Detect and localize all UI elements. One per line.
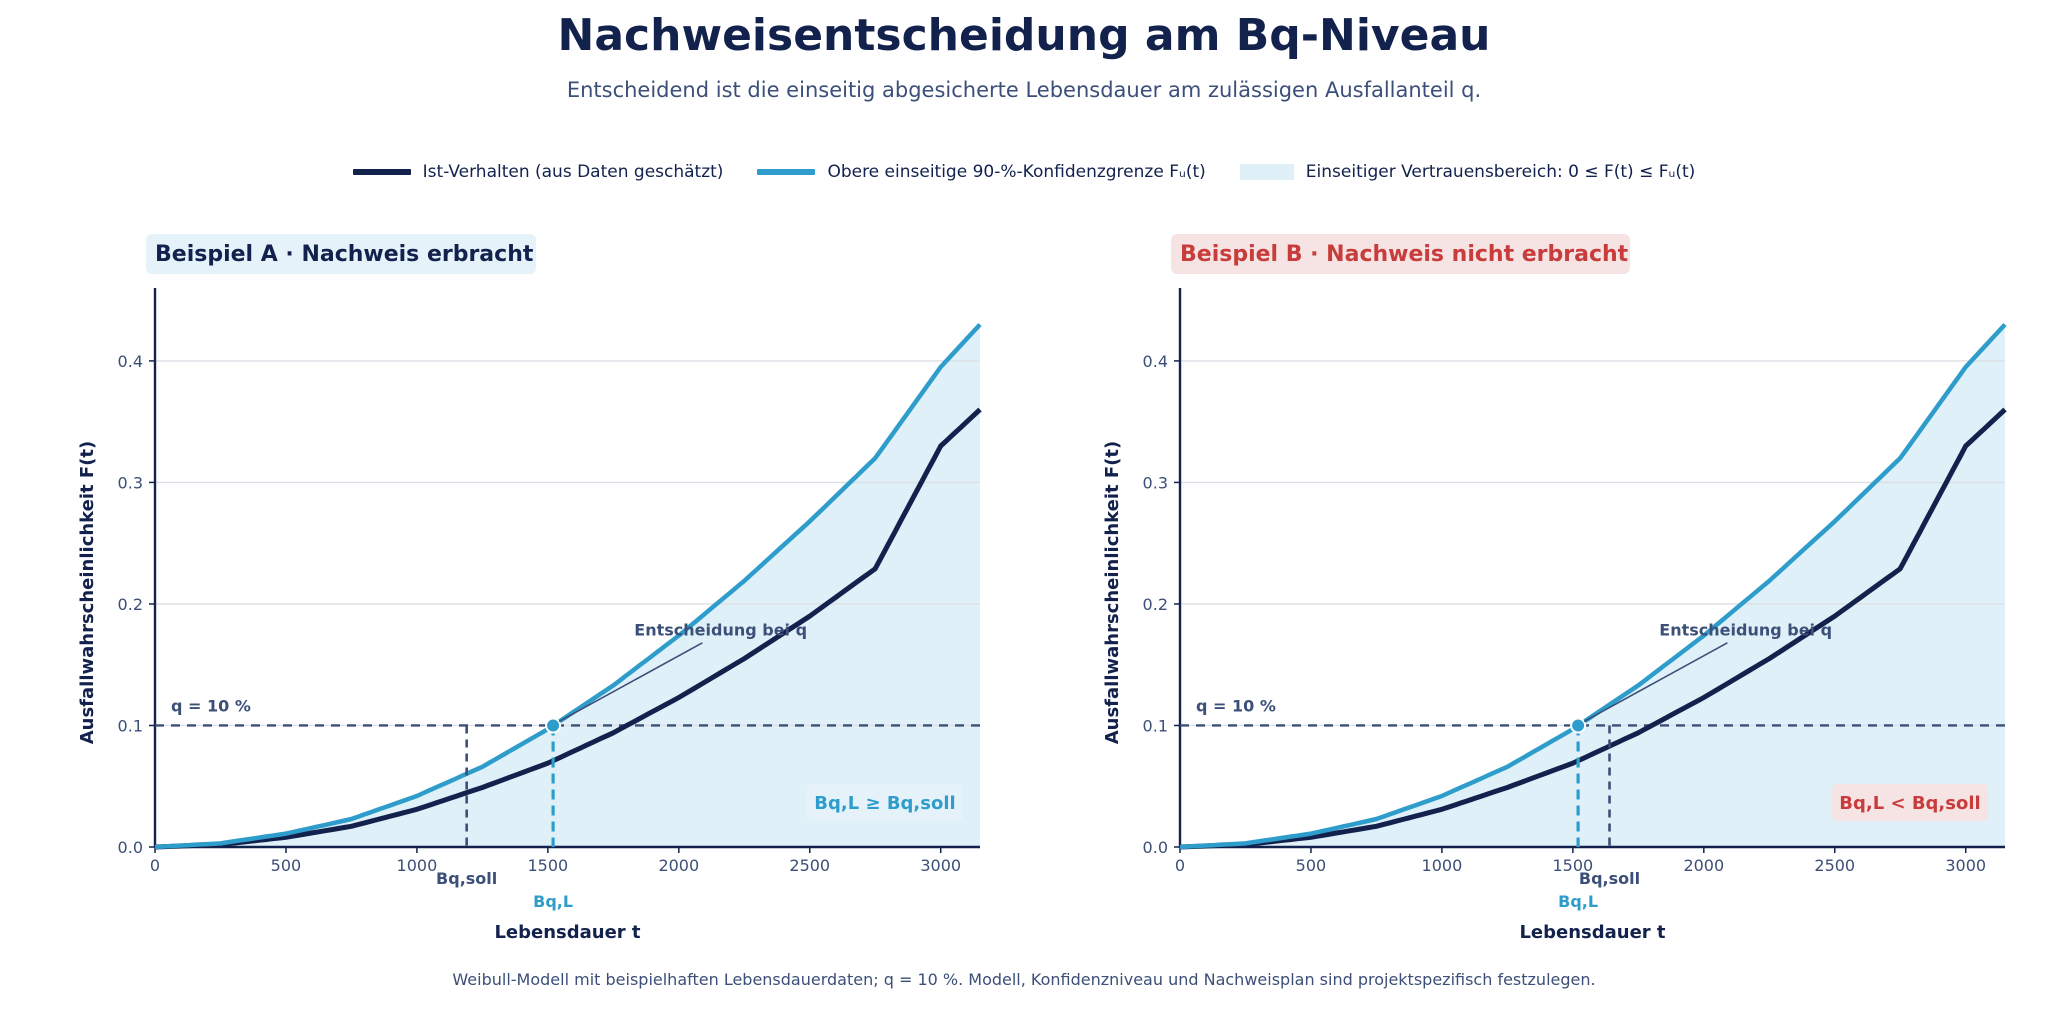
x-axis-label: Lebensdauer t <box>494 922 640 943</box>
bq-l-label: Bq,L <box>533 892 573 911</box>
page-title: Nachweisentscheidung am Bq-Niveau <box>557 10 1491 61</box>
bq-l-label: Bq,L <box>1558 892 1598 911</box>
panel-title: Beispiel B · Nachweis nicht erbracht <box>1180 242 1629 267</box>
y-tick-label: 0.0 <box>118 838 143 857</box>
y-tick-label: 0.2 <box>1143 595 1168 614</box>
x-tick-label: 2000 <box>1683 856 1724 875</box>
chart-legend: Ist-Verhalten (aus Daten geschätzt) Ober… <box>0 162 2048 182</box>
series-upper-bound-line <box>154 322 982 850</box>
panel-title-badge <box>146 234 536 274</box>
x-tick-label: 0 <box>150 856 160 875</box>
panel-title: Beispiel A · Nachweis erbracht <box>155 242 534 267</box>
verdict-badge <box>807 784 963 821</box>
legend-swatch-ist <box>352 169 411 175</box>
legend-label-ist: Ist-Verhalten (aus Daten geschätzt) <box>422 162 724 182</box>
verdict-badge <box>1832 784 1988 821</box>
q-level-label: q = 10 % <box>171 696 251 715</box>
legend-item-ist: Ist-Verhalten (aus Daten geschätzt) <box>352 162 724 182</box>
chart-panel-b: Beispiel B · Nachweis nicht erbracht 0.0 0… <box>1102 234 2007 943</box>
x-tick-label: 0 <box>1175 856 1185 875</box>
x-tick-label: 500 <box>1296 856 1327 875</box>
legend-swatch-upper-bound <box>757 169 816 175</box>
verdict-label: Bq,L < Bq,soll <box>1839 793 1980 814</box>
legend-label-band: Einseitiger Vertrauensbereich: 0 ≤ F(t) … <box>1305 162 1696 182</box>
decision-point-marker <box>545 717 562 734</box>
x-tick-label: 1500 <box>1552 856 1593 875</box>
x-tick-label: 2500 <box>1814 856 1855 875</box>
y-tick-label: 0.4 <box>1143 352 1168 371</box>
x-axis-label: Lebensdauer t <box>1519 922 1665 943</box>
series-ist-line <box>154 407 982 850</box>
annotation-pointer <box>558 642 703 723</box>
y-axis-label: Ausfallwahrscheinlichkeit F(t) <box>1102 441 1123 745</box>
footnote: Weibull-Modell mit beispielhaften Lebens… <box>452 970 1596 989</box>
y-tick-label: 0.1 <box>118 716 143 735</box>
y-tick-label: 0.4 <box>118 352 143 371</box>
y-tick-label: 0.2 <box>118 595 143 614</box>
annotation-label: Entscheidung bei q <box>1659 621 1832 640</box>
bq-soll-label: Bq,soll <box>436 869 497 888</box>
x-tick-label: 3000 <box>920 856 961 875</box>
legend-label-upper-bound: Obere einseitige 90-%-Konfidenzgrenze Fᵤ… <box>827 162 1206 182</box>
x-tick-label: 1500 <box>527 856 568 875</box>
y-tick-label: 0.0 <box>1143 838 1168 857</box>
x-tick-label: 2500 <box>789 856 830 875</box>
y-tick-label: 0.3 <box>118 473 143 492</box>
x-tick-label: 1000 <box>397 856 438 875</box>
bq-soll-label: Bq,soll <box>1579 869 1640 888</box>
page-subtitle: Entscheidend ist die einseitig abgesiche… <box>566 78 1482 102</box>
x-tick-label: 2000 <box>658 856 699 875</box>
y-tick-label: 0.3 <box>1143 473 1168 492</box>
legend-item-band: Einseitiger Vertrauensbereich: 0 ≤ F(t) … <box>1239 162 1696 182</box>
series-ist-line <box>1179 407 2007 850</box>
confidence-band <box>155 324 980 847</box>
y-tick-label: 0.1 <box>1143 716 1168 735</box>
legend-item-upper-bound: Obere einseitige 90-%-Konfidenzgrenze Fᵤ… <box>757 162 1206 182</box>
q-level-label: q = 10 % <box>1196 696 1276 715</box>
legend-swatch-band <box>1239 164 1294 180</box>
verdict-label: Bq,L ≥ Bq,soll <box>814 793 955 814</box>
confidence-band <box>1180 324 2005 847</box>
panel-title-badge <box>1171 234 1630 274</box>
chart-panel-a: Beispiel A · Nachweis erbracht 0.0 0.1 0.2 0… <box>77 234 982 943</box>
series-upper-bound-line <box>1179 322 2007 850</box>
annotation-label: Entscheidung bei q <box>634 621 807 640</box>
y-axis-label: Ausfallwahrscheinlichkeit F(t) <box>77 441 98 745</box>
decision-point-marker <box>1570 717 1587 734</box>
annotation-pointer <box>1583 642 1728 723</box>
x-tick-label: 500 <box>271 856 302 875</box>
x-tick-label: 3000 <box>1945 856 1986 875</box>
x-tick-label: 1000 <box>1422 856 1463 875</box>
